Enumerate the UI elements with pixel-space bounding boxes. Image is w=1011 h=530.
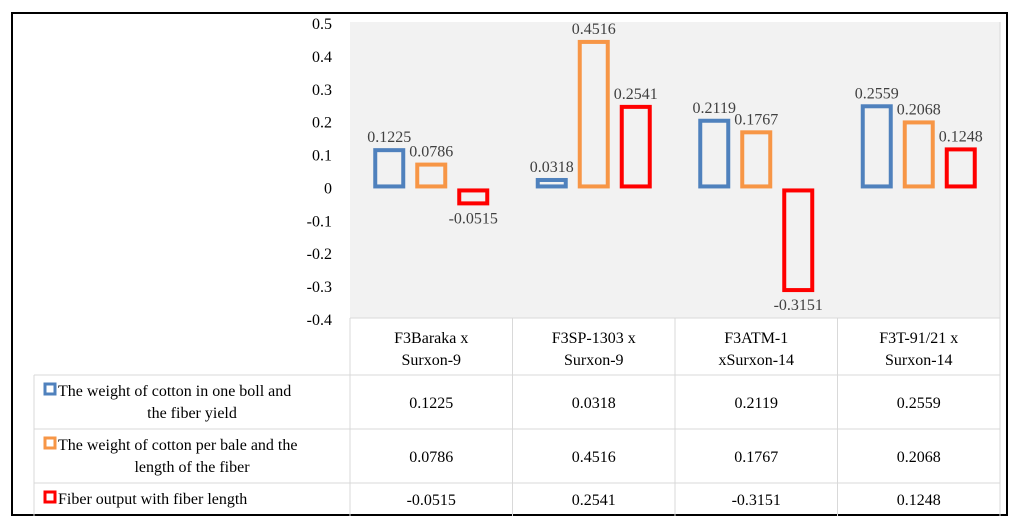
bar — [740, 130, 773, 189]
category-label: Surxon-14 — [885, 352, 953, 369]
table-value: 0.2559 — [897, 395, 941, 412]
legend-label: The weight of cotton per bale and the — [58, 437, 297, 454]
y-tick-label: -0.3 — [307, 279, 332, 296]
table-value: 0.2119 — [735, 395, 778, 412]
y-tick-label: 0.5 — [312, 16, 332, 33]
bar — [860, 104, 893, 189]
y-tick-label: -0.1 — [307, 213, 332, 230]
table-value: 0.1248 — [897, 492, 941, 509]
category-label: F3T-91/21 x — [879, 330, 958, 347]
y-tick-label: 0.4 — [312, 49, 332, 66]
category-label: F3SP-1303 x — [552, 330, 636, 347]
bar — [373, 148, 406, 189]
bar — [535, 177, 568, 189]
legend-key-icon — [43, 436, 57, 450]
data-label: 0.0318 — [530, 159, 574, 176]
category-label: Surxon-9 — [564, 352, 624, 369]
data-label: 0.2068 — [897, 101, 941, 118]
bar — [457, 188, 490, 206]
bar — [619, 104, 652, 189]
y-tick-label: 0 — [324, 180, 332, 197]
table-value: 0.1225 — [409, 395, 453, 412]
category-label: Surxon-9 — [401, 352, 461, 369]
bar — [902, 120, 935, 189]
data-label: 0.4516 — [572, 21, 616, 38]
data-label: 0.2541 — [614, 86, 658, 103]
y-tick-label: -0.2 — [307, 246, 332, 263]
data-label: -0.3151 — [774, 297, 823, 314]
chart-frame — [11, 12, 1008, 516]
legend-label: length of the fiber — [134, 459, 250, 476]
data-label: -0.0515 — [449, 210, 498, 227]
table-value: 0.2541 — [572, 492, 616, 509]
bar — [698, 118, 731, 189]
y-tick-label: -0.4 — [307, 312, 332, 329]
bar — [944, 147, 977, 189]
bar — [415, 162, 448, 189]
legend-label: Fiber output with fiber length — [58, 491, 247, 508]
legend-key-icon — [43, 490, 57, 504]
table-value: -0.3151 — [732, 492, 781, 509]
legend-label: The weight of cotton in one boll and — [58, 383, 291, 400]
data-label: 0.2119 — [693, 100, 736, 117]
table-value: 0.0318 — [572, 395, 616, 412]
table-value: 0.0786 — [409, 449, 453, 466]
bar — [782, 188, 815, 293]
data-label: 0.2559 — [855, 85, 899, 102]
y-tick-label: 0.2 — [312, 115, 332, 132]
category-label: F3Baraka x — [394, 330, 468, 347]
data-label: 0.1767 — [734, 111, 778, 128]
data-label: 0.1248 — [939, 128, 983, 145]
category-label: xSurxon-14 — [718, 352, 794, 369]
y-tick-label: 0.3 — [312, 82, 332, 99]
table-value: 0.4516 — [572, 449, 616, 466]
table-value: -0.0515 — [407, 492, 456, 509]
table-value: 0.1767 — [734, 449, 778, 466]
bar — [577, 39, 610, 189]
category-label: F3ATM-1 — [724, 330, 788, 347]
data-label: 0.1225 — [367, 129, 411, 146]
table-value: 0.2068 — [897, 449, 941, 466]
data-label: 0.0786 — [409, 144, 453, 161]
legend-key-icon — [43, 382, 57, 396]
legend-label: the fiber yield — [147, 405, 237, 422]
plot-area — [350, 22, 1000, 318]
y-tick-label: 0.1 — [312, 148, 332, 165]
